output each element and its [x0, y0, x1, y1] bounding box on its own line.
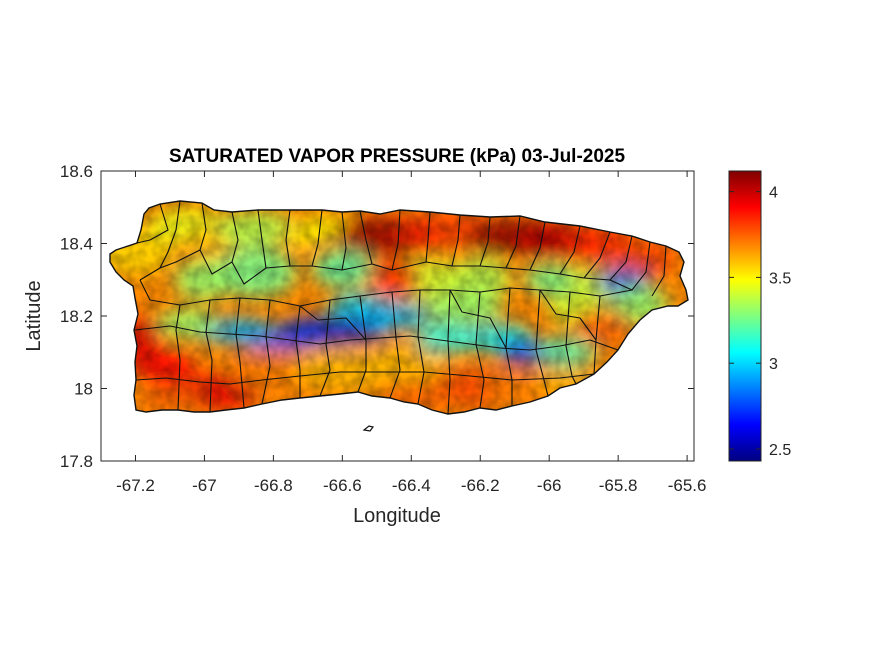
municipality-border — [609, 241, 651, 291]
municipality-border — [311, 211, 347, 271]
municipality-border — [449, 289, 507, 349]
municipality-border — [299, 305, 367, 341]
municipality-border — [261, 299, 271, 405]
municipality-border — [535, 289, 549, 397]
municipality-border — [452, 216, 491, 267]
y-tick-label: 18 — [74, 380, 93, 399]
municipality-border — [135, 371, 595, 385]
y-tick-label: 18.4 — [60, 235, 93, 254]
x-axis-label: Longitude — [353, 505, 441, 527]
municipality-border — [136, 203, 169, 244]
municipality-border — [539, 289, 597, 341]
municipality-border — [583, 235, 633, 281]
x-tick-label: -66 — [537, 476, 562, 495]
municipality-border — [139, 279, 633, 307]
municipality-border — [205, 299, 213, 413]
municipality-border — [565, 291, 577, 385]
municipality-border — [425, 214, 461, 267]
municipality-border — [371, 209, 401, 271]
colorbar-tick-label: 3.5 — [769, 270, 791, 287]
municipality-border — [175, 304, 181, 411]
y-axis-ticks: 18.6 18.4 18.2 18 17.8 — [60, 162, 694, 471]
municipality-border — [475, 291, 485, 409]
municipality-border — [139, 200, 181, 281]
municipality-border — [505, 221, 546, 271]
small-island — [362, 425, 375, 432]
municipality-border — [134, 325, 619, 351]
municipality-border — [389, 291, 401, 399]
municipality-border — [529, 225, 581, 275]
municipality-border — [341, 210, 373, 271]
municipality-border — [417, 289, 425, 405]
x-tick-label: -66.8 — [254, 476, 293, 495]
colorbar — [728, 170, 762, 462]
colorbar-tick-label: 4 — [769, 185, 778, 202]
municipality-borders — [134, 200, 667, 415]
colorbar-tick-label: 2.5 — [769, 442, 791, 459]
municipality-border — [319, 299, 331, 397]
y-axis-label: Latitude — [23, 280, 45, 351]
colorbar-ticks: 4 3.5 3 2.5 — [729, 185, 791, 459]
municipality-border — [357, 295, 367, 393]
municipality-border — [295, 305, 301, 398]
x-tick-label: -66.6 — [323, 476, 362, 495]
x-tick-label: -66.2 — [461, 476, 500, 495]
y-tick-label: 18.6 — [60, 162, 93, 181]
municipality-border — [235, 297, 245, 409]
municipality-border — [479, 215, 521, 269]
municipality-border — [265, 209, 291, 269]
x-tick-label: -65.8 — [599, 476, 638, 495]
municipality-border — [505, 287, 513, 406]
y-tick-label: 17.8 — [60, 452, 93, 471]
x-tick-label: -65.6 — [668, 476, 707, 495]
x-tick-label: -67.2 — [116, 476, 155, 495]
colorbar-tick-label: 3 — [769, 356, 778, 373]
map-title: SATURATED VAPOR PRESSURE (kPa) 03-Jul-20… — [169, 146, 626, 167]
municipality-border — [651, 245, 667, 297]
municipality-border — [290, 209, 323, 267]
municipality-border — [391, 211, 431, 271]
y-tick-label: 18.2 — [60, 307, 93, 326]
island-outline — [109, 200, 689, 415]
municipality-border — [447, 289, 451, 415]
municipality-border — [559, 231, 611, 279]
x-tick-label: -66.4 — [392, 476, 431, 495]
heatmap-layer — [110, 201, 688, 414]
x-axis-ticks: -67.2 -67 -66.8 -66.6 -66.4 -66.2 -66 -65.8 -65.… — [116, 171, 706, 495]
x-tick-label: -67 — [192, 476, 217, 495]
